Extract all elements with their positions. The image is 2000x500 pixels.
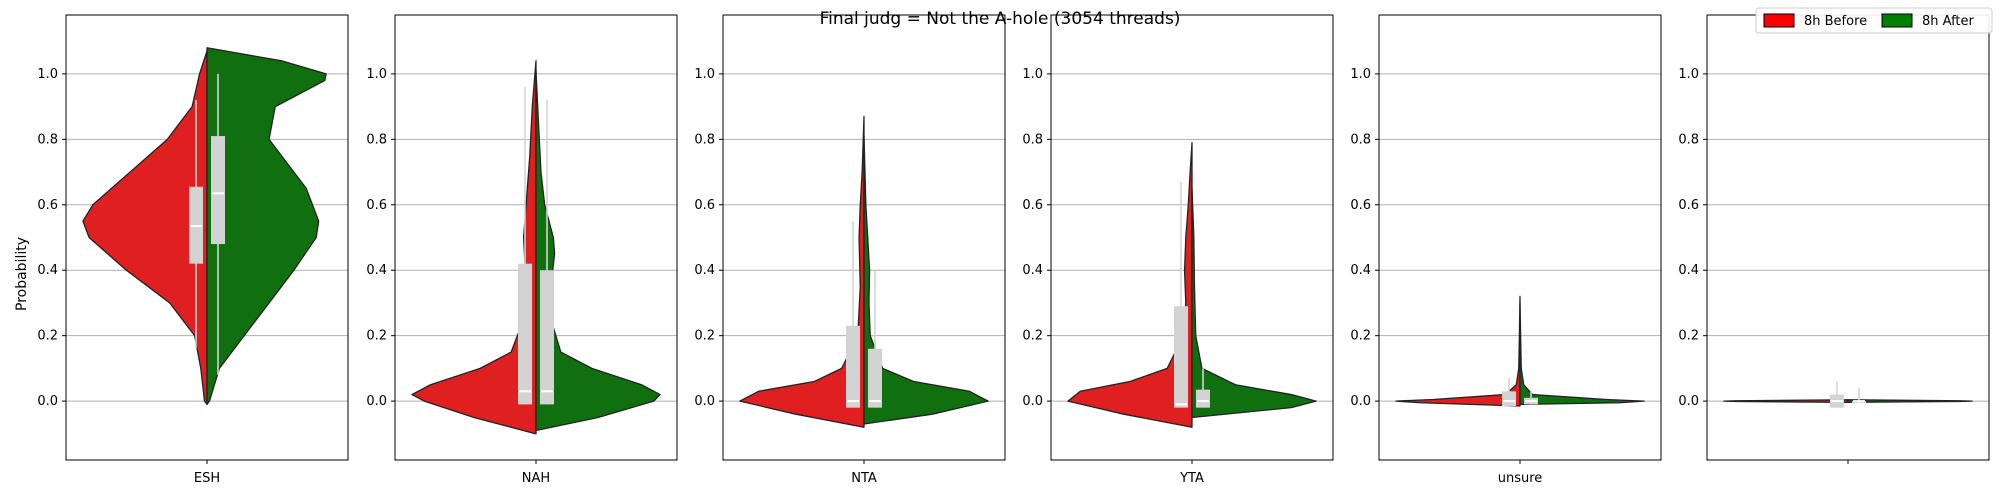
violin-after <box>863 135 989 425</box>
violin-after-box <box>1196 389 1210 408</box>
legend-label: 8h After <box>1922 14 1975 29</box>
panel-esh: 0.0 0.2 0.4 0.6 0.8 1.0 ESH <box>37 14 349 486</box>
y-tick-label: 0.2 <box>694 329 715 344</box>
legend-swatch <box>1881 13 1913 28</box>
y-tick-label: 0.8 <box>1350 132 1371 147</box>
x-tick-label: ESH <box>194 471 220 486</box>
axes-frame <box>1706 14 1990 461</box>
y-tick-label: 0.4 <box>694 263 715 278</box>
figure-title: Final judg = Not the A-hole (3054 thread… <box>820 9 1181 29</box>
panel-nta: 0.0 0.2 0.4 0.6 0.8 1.0 NTA <box>694 14 1006 486</box>
y-tick-label: 0.8 <box>37 132 58 147</box>
y-tick-label: 1.0 <box>1022 67 1043 82</box>
violin-before-box <box>1502 391 1516 407</box>
y-tick-label: 0.6 <box>366 198 387 213</box>
violin-before-box <box>846 325 860 408</box>
y-tick-label: 0.6 <box>694 198 715 213</box>
y-tick-label: 0.2 <box>366 329 387 344</box>
panel-blank: 0.0 0.2 0.4 0.6 0.8 1.0 <box>1678 14 1990 464</box>
y-tick-label: 0.6 <box>1022 198 1043 213</box>
violin-before <box>82 50 208 406</box>
y-tick-label: 0.6 <box>1350 198 1371 213</box>
y-tick-label: 0.2 <box>1678 329 1699 344</box>
y-tick-label: 0.8 <box>1022 132 1043 147</box>
legend: 8h Before 8h After <box>1755 7 1993 34</box>
y-tick-label: 0.4 <box>1350 263 1371 278</box>
panel-unsure: 0.0 0.2 0.4 0.6 0.8 1.0 unsure <box>1350 14 1662 486</box>
y-tick-label: 1.0 <box>37 67 58 82</box>
violin-before <box>411 60 537 435</box>
x-tick-label: YTA <box>1179 471 1204 486</box>
y-tick-label: 0.2 <box>1022 329 1043 344</box>
y-tick-label: 1.0 <box>1350 67 1371 82</box>
violin-before <box>1067 141 1193 428</box>
violin-after <box>535 69 661 432</box>
y-tick-label: 1.0 <box>366 67 387 82</box>
violin-after <box>1191 187 1317 419</box>
x-tick-label: unsure <box>1498 471 1543 486</box>
violin-before-box <box>1174 306 1188 408</box>
violin-after <box>206 47 327 406</box>
violin-after-box <box>211 136 225 245</box>
violin-before <box>1723 399 1849 404</box>
y-tick-label: 0.0 <box>1350 394 1371 409</box>
y-tick-label: 1.0 <box>1678 67 1699 82</box>
violin-after <box>1847 399 1973 404</box>
y-tick-label: 0.4 <box>1022 263 1043 278</box>
y-tick-label: 0.0 <box>366 394 387 409</box>
violin-after-box <box>868 348 882 408</box>
legend-swatch <box>1763 13 1795 28</box>
violin-after <box>1519 302 1645 406</box>
violin-before-box <box>518 263 532 405</box>
y-tick-label: 0.6 <box>37 198 58 213</box>
legend-label: 8h Before <box>1804 14 1867 29</box>
y-axis-label: Probability <box>14 237 30 311</box>
panels-layer: 0.0 0.2 0.4 0.6 0.8 1.0 ESH 0.0 0.2 0.4 0.6 0.8 1.0 N… <box>37 14 1990 486</box>
y-tick-label: 0.6 <box>1678 198 1699 213</box>
y-tick-label: 1.0 <box>694 67 715 82</box>
y-tick-label: 0.0 <box>1022 394 1043 409</box>
violin-after-box <box>540 270 554 405</box>
x-tick-label: NTA <box>851 471 877 486</box>
y-tick-label: 0.8 <box>694 132 715 147</box>
x-tick-label: NAH <box>522 471 550 486</box>
panel-yta: 0.0 0.2 0.4 0.6 0.8 1.0 YTA <box>1022 14 1334 486</box>
violin-before <box>1395 295 1521 407</box>
y-tick-label: 0.4 <box>1678 263 1699 278</box>
y-tick-label: 0.0 <box>694 394 715 409</box>
violin-before <box>739 115 865 428</box>
y-tick-label: 0.2 <box>1350 329 1371 344</box>
panel-nah: 0.0 0.2 0.4 0.6 0.8 1.0 NAH <box>366 14 678 486</box>
y-tick-label: 0.0 <box>1678 394 1699 409</box>
y-tick-label: 0.4 <box>37 263 58 278</box>
y-tick-label: 0.8 <box>366 132 387 147</box>
y-tick-label: 0.8 <box>1678 132 1699 147</box>
y-tick-label: 0.4 <box>366 263 387 278</box>
y-tick-label: 0.2 <box>37 329 58 344</box>
legend-box <box>1755 7 1993 34</box>
y-tick-label: 0.0 <box>37 394 58 409</box>
